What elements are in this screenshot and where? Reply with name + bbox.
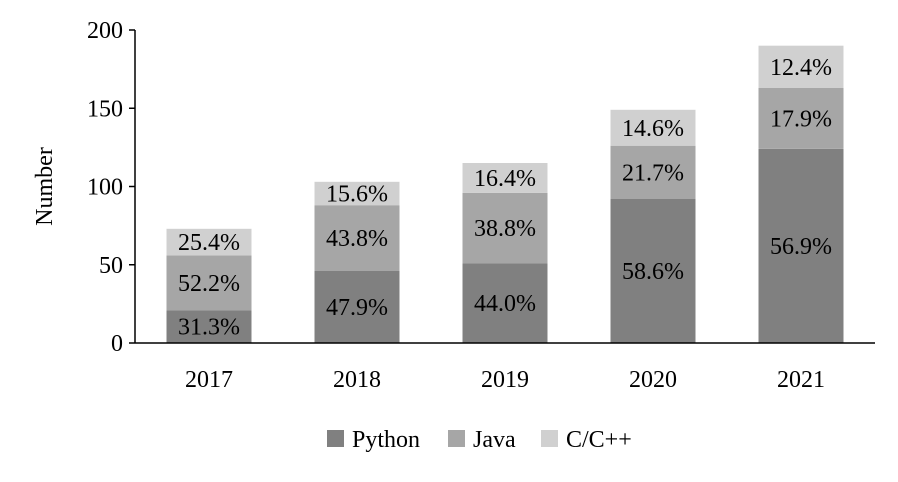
- y-tick-label-150: 150: [87, 96, 123, 122]
- data-label-java-2017: 52.2%: [178, 271, 240, 297]
- data-label-python-2018: 47.9%: [326, 295, 388, 321]
- legend-label-python: Python: [352, 427, 420, 453]
- y-tick-label-0: 0: [111, 331, 123, 357]
- legend-label-cc: C/C++: [566, 427, 632, 453]
- legend-swatch-cc: [541, 430, 558, 447]
- bar-java-2020: [610, 145, 696, 199]
- bar-cc-2020: [610, 109, 696, 146]
- x-tick-label-2021: 2021: [777, 367, 825, 393]
- data-label-cc-2021: 12.4%: [770, 55, 832, 81]
- legend-label-java: Java: [473, 427, 516, 453]
- bar-java-2018: [314, 205, 400, 271]
- bar-python-2019: [462, 263, 548, 343]
- data-label-java-2019: 38.8%: [474, 216, 536, 242]
- legend-swatch-java: [448, 430, 465, 447]
- data-label-java-2020: 21.7%: [622, 160, 684, 186]
- data-label-cc-2020: 14.6%: [622, 116, 684, 142]
- data-label-python-2019: 44.0%: [474, 291, 536, 317]
- bar-python-2020: [610, 199, 696, 343]
- data-label-python-2017: 31.3%: [178, 315, 240, 341]
- legend: Python Java C/C++: [327, 427, 632, 453]
- axes-layer: 2017 2018 2019 2020 2021 0 50 100 150 200: [87, 18, 875, 393]
- data-label-cc-2018: 15.6%: [326, 182, 388, 208]
- bar-cc-2017: [166, 228, 252, 256]
- data-label-java-2021: 17.9%: [770, 107, 832, 133]
- bar-python-2017: [166, 310, 252, 343]
- y-axis-title: Number: [32, 147, 58, 226]
- x-tick-label-2019: 2019: [481, 367, 529, 393]
- data-label-java-2018: 43.8%: [326, 226, 388, 252]
- data-label-python-2021: 56.9%: [770, 234, 832, 260]
- x-tick-label-2020: 2020: [629, 367, 677, 393]
- bar-python-2021: [758, 149, 844, 343]
- x-tick-label-2017: 2017: [185, 367, 233, 393]
- legend-swatch-python: [327, 430, 344, 447]
- bar-java-2021: [758, 87, 844, 149]
- y-tick-label-100: 100: [87, 175, 123, 201]
- data-label-cc-2019: 16.4%: [474, 166, 536, 192]
- bars-layer: [166, 45, 844, 343]
- data-labels-layer: 31.3% 52.2% 25.4% 47.9% 43.8% 15.6% 44.0% 38.8%…: [178, 55, 832, 341]
- data-label-python-2020: 58.6%: [622, 259, 684, 285]
- bar-cc-2019: [462, 163, 548, 193]
- y-tick-label-200: 200: [87, 18, 123, 44]
- bar-cc-2018: [314, 181, 400, 206]
- bar-cc-2021: [758, 45, 844, 88]
- x-tick-label-2018: 2018: [333, 367, 381, 393]
- data-label-cc-2017: 25.4%: [178, 230, 240, 256]
- bar-python-2018: [314, 271, 400, 343]
- bar-java-2019: [462, 192, 548, 264]
- bar-java-2017: [166, 255, 252, 311]
- y-tick-label-50: 50: [99, 253, 123, 279]
